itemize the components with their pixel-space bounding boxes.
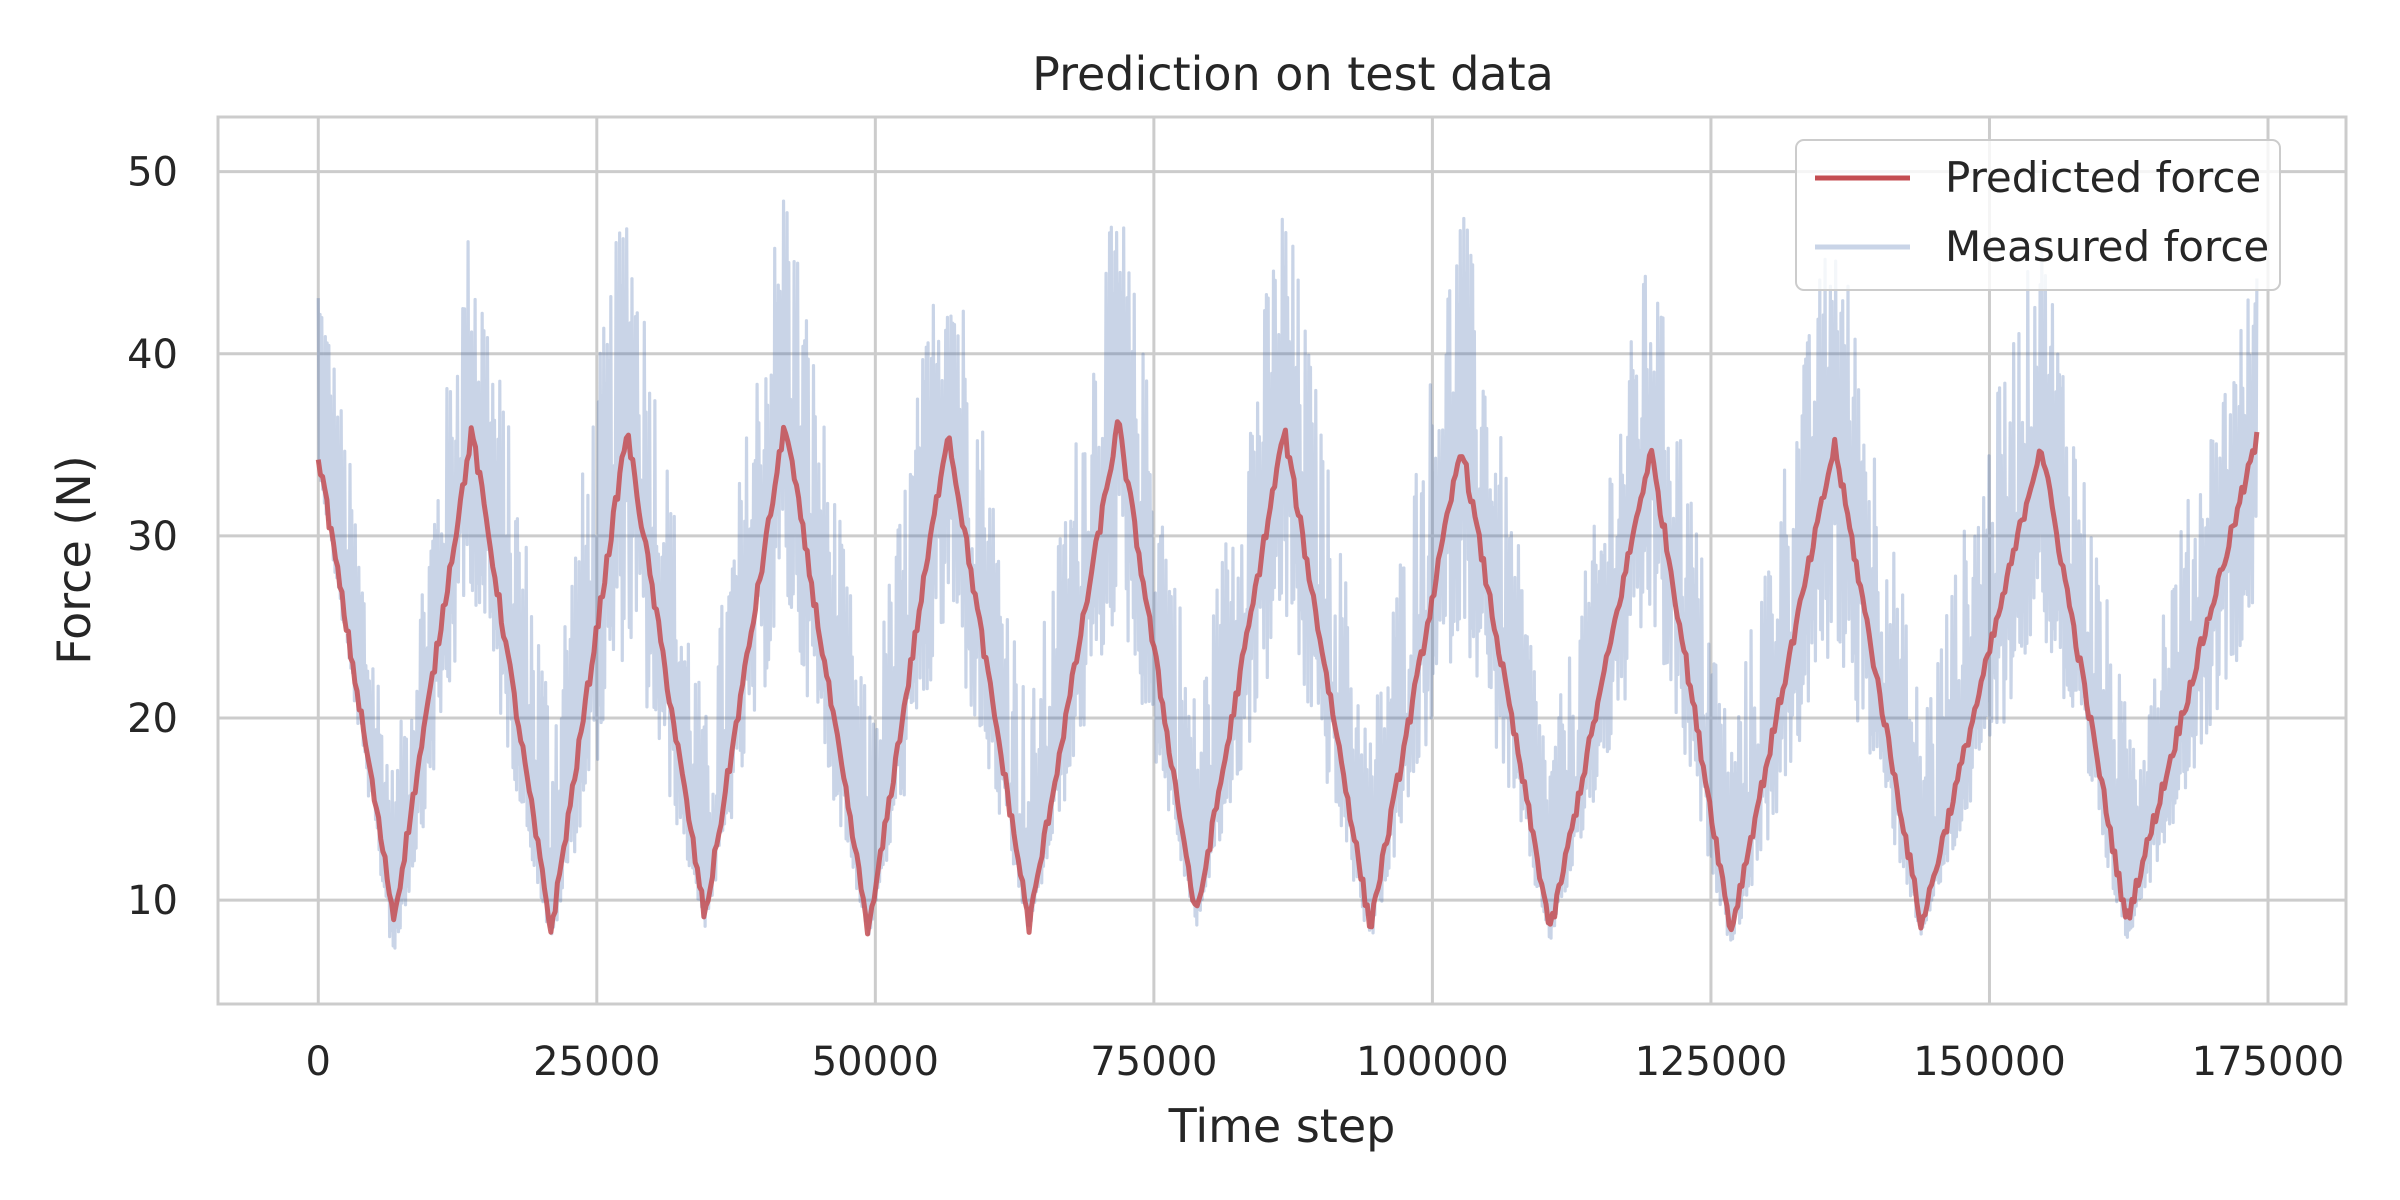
y-tick-label: 30 xyxy=(127,514,178,560)
legend-label-predicted: Predicted force xyxy=(1945,153,2261,202)
plot-area xyxy=(315,199,2260,950)
x-tick-label: 175000 xyxy=(2192,1039,2345,1085)
legend-box xyxy=(1795,139,2281,291)
y-tick-labels: 10 20 30 40 50 xyxy=(127,150,178,925)
chart-title: Prediction on test data xyxy=(1032,47,1554,101)
axes-frame xyxy=(216,115,2348,1006)
x-tick-label: 150000 xyxy=(1913,1039,2066,1085)
y-axis-label: Force (N) xyxy=(47,455,101,664)
x-axis-label: Time step xyxy=(1168,1099,1396,1153)
x-tick-label: 25000 xyxy=(533,1039,660,1085)
x-tick-labels: 0 25000 50000 75000 100000 125000 150000 175000 xyxy=(306,1039,2345,1085)
x-tick-label: 100000 xyxy=(1356,1039,1509,1085)
x-tick-label: 125000 xyxy=(1635,1039,1788,1085)
x-tick-label: 75000 xyxy=(1090,1039,1217,1085)
x-tick-label: 50000 xyxy=(812,1039,939,1085)
y-tick-label: 20 xyxy=(127,696,178,742)
legend: Predicted force Measured force xyxy=(1795,139,2281,291)
y-tick-label: 10 xyxy=(127,878,178,924)
y-tick-label: 40 xyxy=(127,332,178,378)
legend-label-measured: Measured force xyxy=(1945,222,2269,271)
x-tick-label: 0 xyxy=(306,1039,331,1085)
predicted-force-line xyxy=(315,419,2260,937)
y-tick-label: 50 xyxy=(127,150,178,196)
